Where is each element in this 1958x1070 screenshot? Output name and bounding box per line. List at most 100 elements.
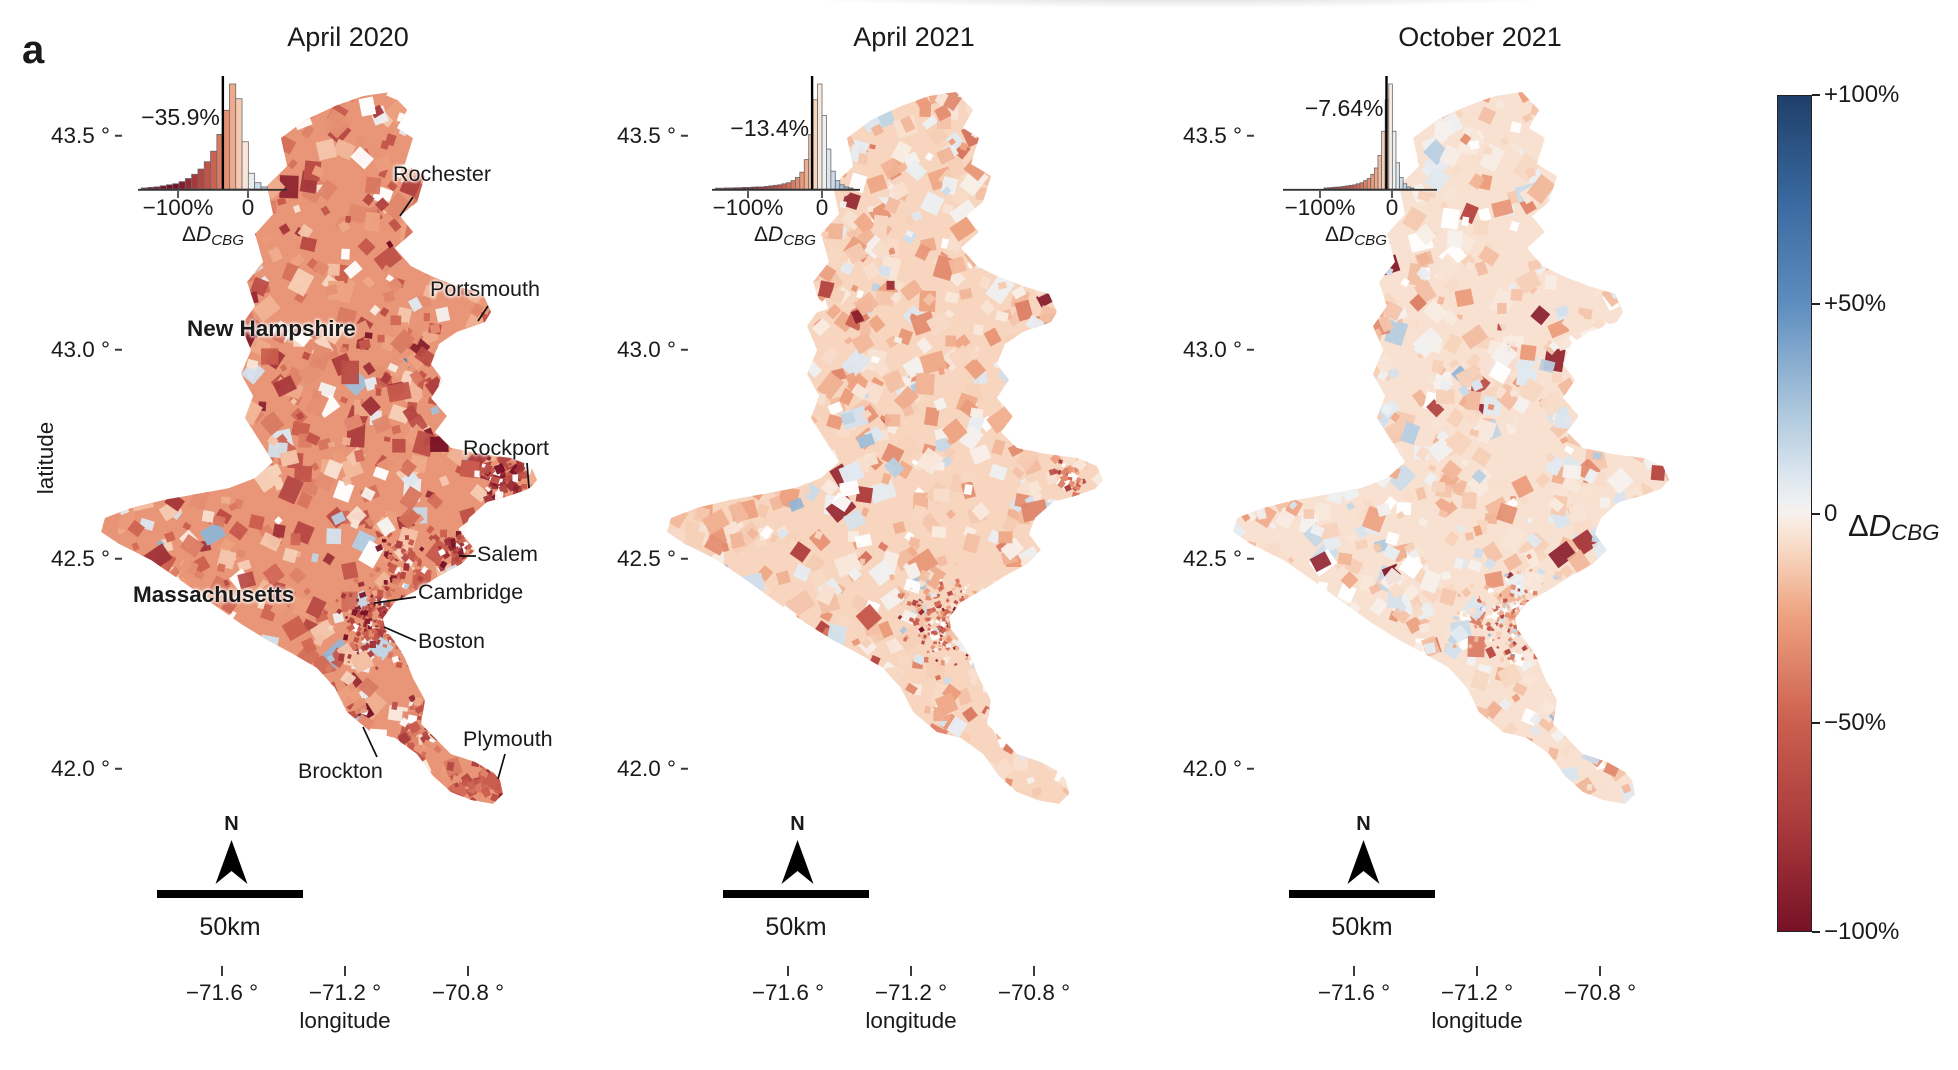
longitude-tick-mark [1476,966,1478,976]
north-arrow-icon [215,840,248,884]
scale-bar-label: 50km [765,913,827,941]
latitude-tick-label: 43.5 ° [616,122,688,148]
north-arrow-icon [1347,840,1380,884]
longitude-tick-label: −71.6 ° [185,980,259,1005]
latitude-tick-mark [115,135,122,137]
latitude-tick-mark [681,349,688,351]
city-leader-line [399,196,414,217]
top-shadow-artifact [640,0,1620,14]
histogram-tick-label: 0 [815,195,829,220]
latitude-tick-mark [1247,558,1254,560]
city-label: Cambridge [418,580,524,604]
longitude-tick-mark [1033,966,1035,976]
choropleth-map-3 [1233,92,1669,804]
latitude-tick-text: 42.5 ° [50,545,110,571]
region-label: Massachusetts [133,582,295,607]
latitude-tick-label: 43.0 ° [616,336,688,362]
latitude-tick-mark [1247,135,1254,137]
delta-glyph: Δ [182,223,197,246]
longitude-tick-label: −71.6 ° [1317,980,1391,1005]
latitude-tick-text: 43.5 ° [1182,122,1242,148]
histogram-mean-annotation: −13.4% [730,115,810,141]
longitude-tick-label: −70.8 ° [431,980,505,1005]
panel-letter-label: a [22,28,45,72]
colorbar-tick-mark [1812,721,1820,724]
latitude-tick-mark [1247,349,1254,351]
city-label: Portsmouth [430,277,540,301]
histogram-tick-label: −100% [1284,195,1356,220]
latitude-tick-mark [115,768,122,770]
north-arrow-letter: N [790,813,805,835]
region-label: New Hampshire [187,316,356,341]
colorbar-tick-label: 0 [1824,499,1838,527]
latitude-tick-mark [115,349,122,351]
histogram-mean-annotation: −7.64% [1304,95,1384,121]
longitude-tick-label: −70.8 ° [1563,980,1637,1005]
city-label: Salem [477,542,538,566]
scale-bar-label: 50km [1331,913,1393,941]
colorbar-tick-label: +50% [1824,290,1887,318]
latitude-tick-text: 43.0 ° [616,336,676,362]
latitude-tick-text: 42.0 ° [1182,755,1242,781]
city-leader-line [497,753,506,780]
city-leader-line [383,626,417,642]
colorbar-tick-mark [1812,931,1820,933]
d-symbol: D [1868,508,1892,543]
d-symbol: D [1339,223,1355,246]
colorbar-tick-mark [1812,94,1820,96]
latitude-tick-mark [681,768,688,770]
north-arrow-letter: N [1356,813,1371,835]
latitude-tick-mark [681,558,688,560]
histogram-tick-label: 0 [1385,195,1399,220]
d-symbol: D [768,223,784,246]
city-leader-line [373,596,417,604]
latitude-tick-text: 42.0 ° [616,755,676,781]
latitude-tick-text: 43.5 ° [50,122,110,148]
scale-bar [1289,890,1435,898]
longitude-tick-mark [910,966,912,976]
histogram-tick-label: −100% [142,195,214,220]
colorbar-axis-label: ΔDCBG [1848,508,1939,546]
histogram-x-axis-label: ΔDCBG [1325,224,1387,248]
latitude-tick-mark [1247,768,1254,770]
scale-bar [723,890,869,898]
city-leader-line [362,726,378,758]
latitude-tick-label: 42.5 ° [50,545,122,571]
latitude-tick-label: 43.0 ° [1183,338,1254,362]
histogram-x-axis-label: ΔDCBG [182,224,244,248]
colorbar-tick-label: −50% [1824,708,1887,736]
latitude-tick-label: 43.5 ° [50,122,122,148]
colorbar-tick-mark [1812,303,1820,306]
longitude-tick-label: −71.6 ° [751,980,825,1005]
longitude-tick-mark [344,966,346,976]
colorbar-tick-label: −100% [1824,918,1900,945]
latitude-tick-text: 42.0 ° [50,755,110,781]
colorbar-gradient [1777,95,1812,932]
city-label: Plymouth [463,727,553,751]
delta-glyph: Δ [1325,223,1340,246]
longitude-tick-mark [467,966,469,976]
longitude-tick-mark [221,966,223,976]
map-title: October 2021 [1398,22,1562,52]
city-label: Rockport [463,436,550,460]
latitude-tick-label: 43.0 ° [51,338,122,362]
cbg-subscript: CBG [1891,520,1940,545]
latitude-tick-text: 42.5 ° [616,545,676,571]
histogram-mean-annotation: −35.9% [141,104,220,130]
latitude-tick-mark [681,135,688,137]
longitude-tick-mark [1353,966,1355,976]
cbg-subscript: CBG [783,232,816,249]
map-title: April 2021 [853,22,975,52]
city-leader-line [477,305,489,322]
latitude-tick-label: 42.5 ° [1183,547,1254,571]
city-label: Boston [418,629,485,653]
city-label: Rochester [393,162,491,186]
map-title: April 2020 [287,22,409,52]
delta-glyph: Δ [754,223,769,246]
latitude-tick-text: 43.5 ° [616,122,676,148]
city-leader-line [526,462,530,489]
scale-bar [157,890,303,898]
x-axis-title: longitude [865,1008,957,1033]
